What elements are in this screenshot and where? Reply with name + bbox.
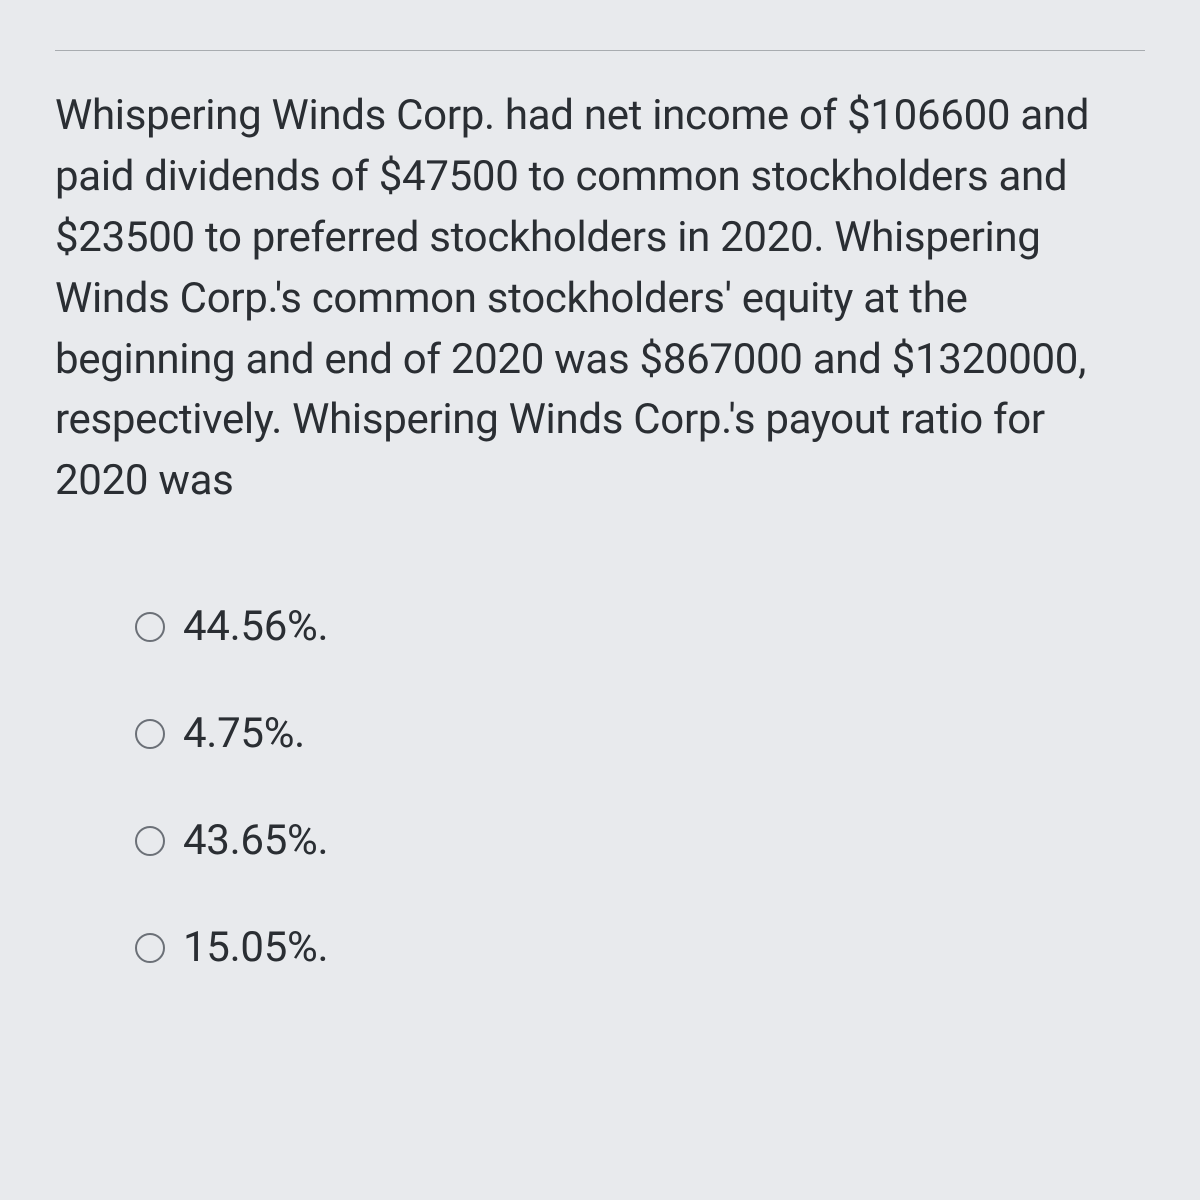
top-divider xyxy=(55,50,1145,51)
option-2-label: 4.75%. xyxy=(183,709,305,758)
option-2[interactable]: 4.75%. xyxy=(135,709,1145,758)
option-4[interactable]: 15.05%. xyxy=(135,923,1145,972)
option-3-label: 43.65%. xyxy=(183,816,328,865)
option-4-label: 15.05%. xyxy=(183,923,328,972)
radio-icon xyxy=(135,826,165,856)
options-group: 44.56%. 4.75%. 43.65%. 15.05%. xyxy=(135,602,1145,972)
radio-icon xyxy=(135,933,165,963)
option-1-label: 44.56%. xyxy=(183,602,328,651)
option-1[interactable]: 44.56%. xyxy=(135,602,1145,651)
question-text: Whispering Winds Corp. had net income of… xyxy=(55,86,1145,512)
radio-icon xyxy=(135,612,165,642)
radio-icon xyxy=(135,719,165,749)
option-3[interactable]: 43.65%. xyxy=(135,816,1145,865)
